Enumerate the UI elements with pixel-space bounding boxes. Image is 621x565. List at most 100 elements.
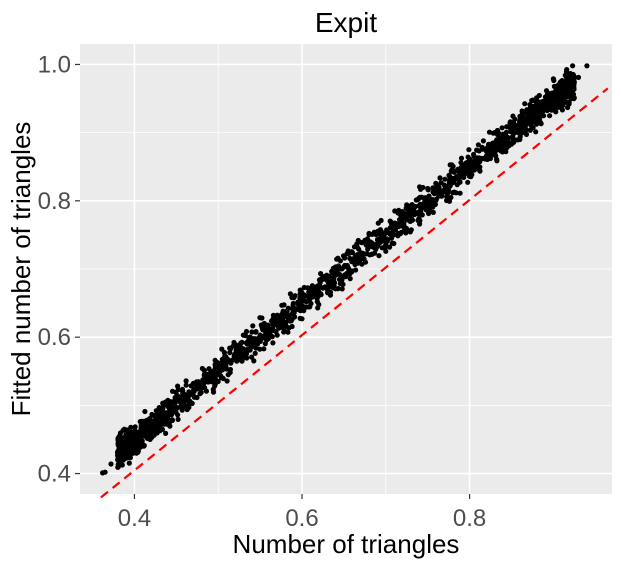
data-point [388,220,394,226]
data-point [405,211,411,218]
data-point [138,443,144,449]
data-point [570,63,576,69]
data-point [529,97,535,104]
data-point [568,79,574,85]
data-point [447,181,454,187]
data-point [135,434,142,440]
data-point [551,96,557,102]
data-point [477,158,483,164]
data-point [134,441,140,447]
data-point [521,115,528,121]
data-point [475,142,481,148]
data-point [280,308,286,314]
data-point [122,435,128,441]
data-point [249,329,255,335]
data-point [262,341,268,347]
data-point [559,107,566,113]
data-point [273,321,280,328]
data-point [432,198,438,204]
data-point [378,217,384,224]
data-point [437,192,443,198]
data-point [437,187,443,193]
data-point [570,84,576,90]
data-point [132,424,138,430]
data-point [534,117,541,123]
data-point [544,107,550,114]
data-point [423,202,429,208]
data-point [189,400,195,406]
data-point [538,113,544,119]
data-point [232,342,238,348]
data-point [252,350,258,356]
data-point [503,129,509,135]
data-point [163,430,169,436]
data-point [536,92,542,99]
data-point [519,108,525,114]
data-point [375,242,381,248]
data-point [364,251,370,257]
data-point [469,159,475,165]
data-point [242,332,248,339]
data-point [463,163,469,169]
y-axis-ticks: 0.4 0.6 0.8 1.0 [38,51,80,488]
x-tick-label: 0.4 [118,505,151,532]
data-point [145,436,152,442]
data-point [565,104,571,111]
data-point [373,232,379,238]
data-point [287,318,293,324]
data-point [224,378,230,384]
data-point [458,160,464,166]
data-point [528,111,534,117]
data-point [153,426,159,432]
data-point [194,394,200,401]
data-point [453,174,460,180]
data-point [214,369,220,375]
data-point [382,244,388,250]
data-point [482,155,488,161]
y-tick-label: 1.0 [38,51,71,78]
data-point [177,398,183,404]
data-point [116,445,122,451]
data-point [417,194,423,200]
data-point [555,104,562,110]
data-point [265,324,271,331]
data-point [403,205,409,211]
data-point [298,307,304,313]
data-point [242,354,248,360]
data-point [206,366,212,372]
data-point [411,210,417,216]
data-point [376,253,382,259]
data-point [299,289,305,295]
chart-title: Expit [315,7,377,38]
data-point [180,391,187,398]
data-point [259,315,265,321]
data-point [198,389,204,395]
data-point [261,346,267,352]
data-point [130,442,136,448]
data-point [461,174,467,180]
data-point [270,340,276,346]
data-point [465,179,471,185]
data-point [527,116,533,122]
data-point [173,409,179,415]
data-point [423,207,429,213]
data-point [506,143,512,149]
data-point [457,167,463,173]
data-point [457,179,463,185]
data-point [207,376,213,383]
data-point [339,278,345,284]
data-point [193,381,199,387]
data-point [333,272,339,278]
data-point [409,202,415,208]
data-point [494,127,501,134]
data-point [498,143,504,149]
data-point [489,152,495,158]
data-point [172,400,178,406]
data-point [366,231,372,238]
data-point [407,218,413,224]
x-tick-label: 0.8 [453,505,486,532]
data-point [365,246,371,252]
data-point [318,271,324,277]
data-point [297,315,303,321]
data-point [442,176,448,182]
